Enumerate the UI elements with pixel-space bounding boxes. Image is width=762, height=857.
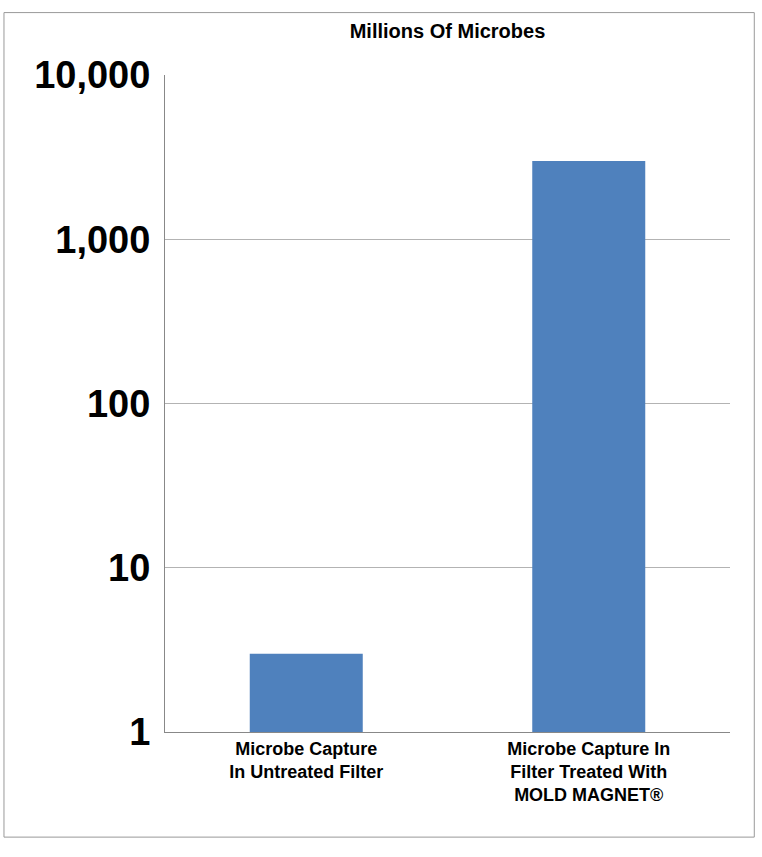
svg-text:10: 10 <box>108 547 150 589</box>
svg-text:10,000: 10,000 <box>34 54 150 96</box>
svg-text:Microbe CaptureIn Untreated Fi: Microbe CaptureIn Untreated Filter <box>229 739 383 782</box>
svg-text:100: 100 <box>87 383 150 425</box>
svg-text:1: 1 <box>129 711 150 753</box>
svg-text:Microbe Capture InFilter Treat: Microbe Capture InFilter Treated WithMOL… <box>507 739 670 806</box>
svg-text:Millions Of Microbes: Millions Of Microbes <box>350 20 546 42</box>
svg-text:1,000: 1,000 <box>55 219 150 261</box>
